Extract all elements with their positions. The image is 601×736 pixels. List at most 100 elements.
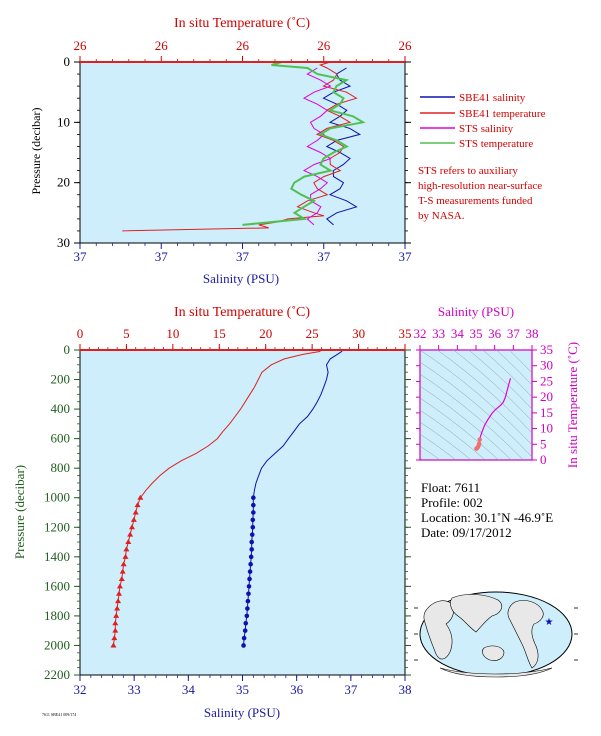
top-pressure-tick-label: 30 (57, 235, 70, 250)
salinity-marker (241, 635, 247, 641)
top-pressure-tick-label: 0 (64, 54, 71, 69)
top-temperature-ticks: 26 26 26 26 26 (74, 38, 412, 62)
map-antarctica (439, 667, 553, 678)
legend-label-sts-temperature: STS temperature (459, 138, 533, 150)
main-temperature-tick-label: 10 (166, 326, 179, 341)
float-location-marker: ★ (545, 617, 554, 628)
main-salinity-tick-label: 32 (74, 682, 87, 697)
temperature-marker (116, 583, 123, 589)
main-pressure-tick-label: 200 (51, 372, 71, 387)
temperature-marker (114, 605, 121, 611)
top-salinity-tick-label: 37 (74, 249, 88, 264)
main-pressure-ticks: 0 200 400 600 800 1000 1200 1400 1600 1800 2000 220… (44, 342, 411, 682)
ts-temperature-tick-label: 15 (540, 405, 553, 420)
map-americas (507, 600, 544, 669)
main-salinity-tick-label: 37 (344, 682, 358, 697)
salinity-marker (250, 517, 256, 523)
date: Date: 09/17/2012 (421, 525, 512, 540)
main-plot-area (79, 349, 406, 676)
main-salinity-ticks: 32 33 34 35 36 37 38 (74, 675, 412, 697)
top-salinity-tick-label: 37 (317, 249, 331, 264)
top-pressure-ticks: 0 10 20 30 (57, 54, 411, 250)
top-temperature-axis-label: In situ Temperature (˚C) (174, 16, 310, 31)
sts-note-line-2: high-resolution near-surface (418, 180, 542, 192)
ts-temperature-tick-label: 0 (540, 452, 547, 467)
main-temperature-tick-label: 15 (213, 326, 226, 341)
temperature-marker (113, 612, 120, 618)
salinity-marker (248, 561, 253, 567)
ts-chart: Salinity (PSU) 32 33 34 35 36 37 38 0510152025… (414, 304, 581, 468)
location: Location: 30.1˚N -46.9˚E (421, 510, 553, 525)
main-temperature-tick-label: 5 (123, 326, 130, 341)
temperature-marker (119, 568, 126, 574)
main-pressure-tick-label: 1000 (44, 490, 70, 505)
temperature-marker (132, 509, 139, 515)
top-pressure-tick-label: 20 (57, 175, 70, 190)
salinity-marker (250, 524, 256, 530)
temperature-marker (125, 539, 132, 545)
sts-note-line-3: T-S measurements funded (418, 195, 533, 207)
main-chart: In situ Temperature (˚C) 0 5 10 15 20 25 30 35 … (12, 305, 412, 720)
ts-temperature-tick-label: 5 (540, 436, 547, 451)
main-pressure-tick-label: 1600 (44, 578, 70, 593)
main-pressure-tick-label: 1400 (44, 549, 70, 564)
top-pressure-tick-label: 10 (57, 114, 70, 129)
salinity-marker (248, 554, 254, 560)
top-salinity-tick-label: 37 (399, 249, 413, 264)
main-temperature-axis-label: In situ Temperature (˚C) (174, 305, 310, 320)
main-temperature-tick-label: 35 (399, 326, 412, 341)
main-temperature-tick-label: 30 (352, 326, 365, 341)
top-salinity-tick-label: 37 (236, 249, 250, 264)
main-pressure-tick-label: 2000 (44, 637, 70, 652)
top-temperature-tick-label: 26 (155, 38, 169, 53)
salinity-marker (246, 591, 251, 597)
salinity-marker (241, 643, 246, 648)
ts-salinity-ticks: 32 33 34 35 36 37 38 (414, 326, 539, 350)
salinity-marker (251, 510, 256, 515)
main-temperature-ticks: 0 5 10 15 20 25 30 35 (77, 326, 412, 350)
top-temperature-tick-label: 26 (317, 38, 331, 53)
salinity-marker (249, 539, 255, 545)
ts-salinity-tick-label: 34 (451, 326, 465, 341)
salinity-marker (242, 628, 248, 633)
legend: SBE41 salinity SBE41 temperature STS sal… (418, 92, 546, 222)
ts-salinity-tick-label: 33 (432, 326, 445, 341)
main-pressure-tick-label: 1200 (44, 519, 70, 534)
world-map: ★ (414, 591, 578, 678)
top-pressure-axis-label: Pressure (decibar) (29, 108, 43, 195)
main-temperature-tick-label: 20 (259, 326, 272, 341)
ts-profile-line (474, 378, 512, 451)
legend-label-sts-salinity: STS salinity (459, 123, 514, 135)
sts-note-line-1: STS refers to auxiliary (418, 165, 518, 177)
ts-plot-area (419, 349, 533, 461)
salinity-marker (249, 532, 255, 537)
main-pressure-tick-label: 0 (64, 342, 71, 357)
salinity-marker (251, 495, 256, 501)
main-salinity-tick-label: 34 (182, 682, 196, 697)
top-series-1 (122, 61, 358, 232)
top-salinity-tick-label: 37 (155, 249, 169, 264)
main-salinity-tick-label: 36 (290, 682, 304, 697)
ts-temperature-tick-label: 30 (540, 358, 553, 373)
top-series-0 (322, 67, 362, 226)
top-salinity-axis-label: Salinity (PSU) (203, 271, 279, 286)
temperature-marker (129, 524, 135, 530)
ts-temperature-tick-label: 10 (540, 421, 553, 436)
ts-salinity-axis-label: Salinity (PSU) (438, 304, 514, 319)
salinity-marker (245, 598, 251, 604)
ts-temperature-tick-label: 35 (540, 342, 553, 357)
top-salinity-ticks: 37 37 37 37 37 (74, 243, 413, 264)
profile-number: Profile: 002 (421, 495, 483, 510)
temperature-marker (123, 546, 130, 552)
salinity-marker (249, 547, 255, 552)
temperature-marker (115, 598, 122, 604)
salinity-marker (246, 584, 252, 589)
temperature-marker (127, 531, 134, 537)
sts-note-line-4: by NASA. (418, 210, 465, 222)
map-side-ticks (414, 607, 578, 661)
top-temperature-tick-label: 26 (236, 38, 250, 53)
main-series-lines (110, 349, 344, 648)
footer-small-text: 7611 SBE41 009/174 (42, 712, 76, 717)
